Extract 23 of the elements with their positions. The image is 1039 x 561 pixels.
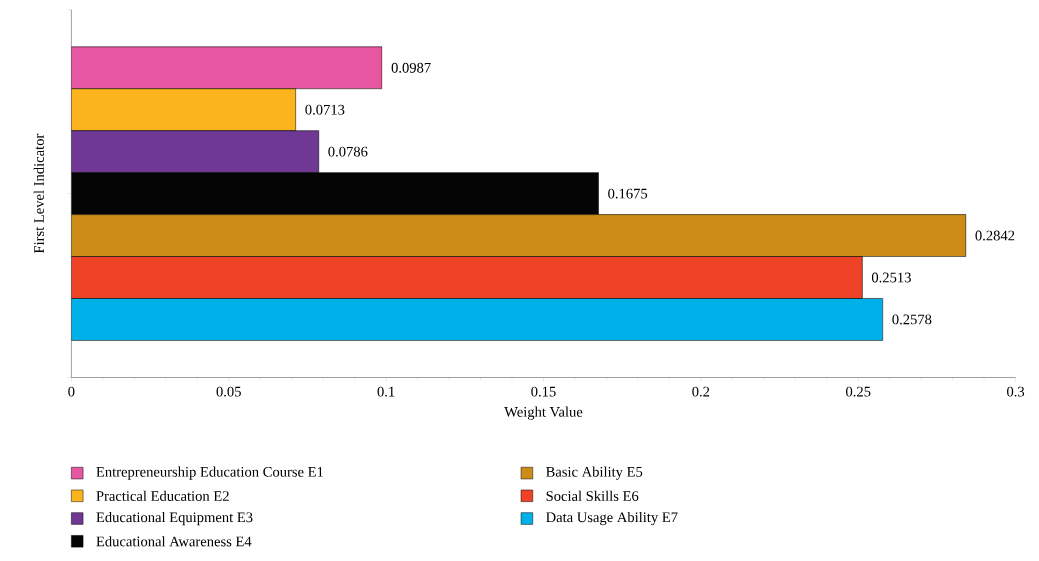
data-label: 0.1675: [608, 188, 648, 199]
x-axis-title: Weight Value: [504, 406, 583, 420]
legend-label: Educational Awareness E4: [96, 536, 252, 547]
x-tick-label: 0: [68, 386, 75, 397]
y-axis-title: First Level Indicator: [33, 133, 44, 254]
x-tick-label: 0.2: [692, 386, 710, 397]
legend-label: Basic Ability E5: [546, 466, 643, 480]
legend-label: Data Usage Ability E7: [546, 511, 678, 526]
legend-label: Social Skills E6: [546, 490, 639, 501]
data-label: 0.0713: [305, 104, 345, 115]
x-tick-label: 0.25: [846, 386, 871, 397]
legend-label: Entrepreneurship Education Course E1: [96, 466, 323, 480]
legend-label: Practical Education E2: [96, 490, 229, 501]
x-tick-label: 0.15: [531, 386, 556, 397]
x-tick-label: 0.05: [216, 386, 241, 397]
x-tick-label: 0.3: [1007, 386, 1025, 397]
data-label: 0.2578: [892, 314, 932, 325]
legend-label: Educational Equipment E3: [96, 512, 253, 526]
data-label: 0.0786: [328, 146, 368, 157]
data-label: 0.2842: [975, 230, 1015, 241]
x-tick-label: 0.1: [377, 386, 395, 397]
data-label: 0.0987: [391, 62, 431, 73]
data-label: 0.2513: [871, 272, 911, 283]
